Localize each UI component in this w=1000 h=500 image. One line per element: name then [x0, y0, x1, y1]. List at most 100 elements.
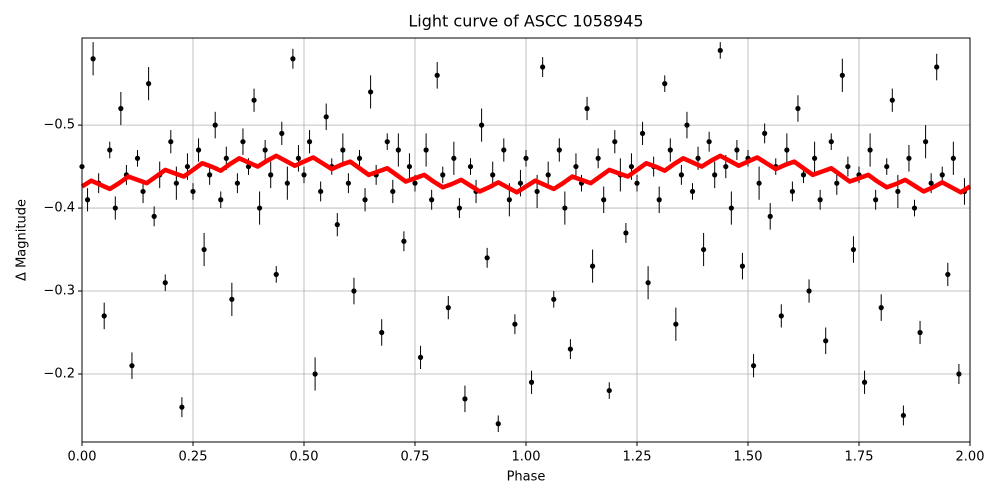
- data-point: [151, 213, 157, 219]
- data-point: [684, 122, 690, 128]
- data-point: [850, 246, 857, 253]
- data-point: [806, 288, 812, 294]
- data-point: [118, 105, 124, 112]
- x-tick-label: 1.50: [734, 450, 763, 465]
- data-point: [701, 246, 707, 253]
- data-point: [406, 163, 413, 170]
- data-point: [628, 163, 635, 170]
- x-tick-label: 1.75: [845, 450, 874, 465]
- x-axis-label: Phase: [507, 470, 546, 485]
- data-point: [689, 188, 696, 195]
- data-point: [823, 338, 829, 344]
- data-point: [434, 72, 440, 78]
- data-point: [146, 81, 152, 87]
- y-tick-label: −0.5: [43, 118, 75, 133]
- y-tick-label: −0.2: [43, 366, 75, 381]
- model-curve: [80, 153, 972, 195]
- data-point: [667, 147, 673, 153]
- data-point: [534, 188, 540, 195]
- data-point: [240, 139, 246, 145]
- data-point: [723, 163, 729, 170]
- data-point: [512, 321, 518, 327]
- data-point: [345, 180, 351, 186]
- data-point: [928, 180, 934, 186]
- data-point: [306, 139, 313, 145]
- y-axis-label: Δ Magnitude: [15, 199, 30, 281]
- data-point: [495, 421, 501, 427]
- x-tick-label: 0.25: [179, 450, 208, 465]
- data-point: [945, 271, 951, 278]
- data-point: [234, 180, 240, 186]
- data-point: [312, 371, 318, 377]
- data-point: [207, 172, 213, 178]
- data-point: [445, 305, 451, 311]
- data-point: [567, 346, 574, 352]
- data-point: [484, 255, 490, 261]
- data-point: [273, 271, 279, 278]
- data-point: [878, 305, 884, 311]
- data-point: [223, 155, 229, 161]
- data-point: [162, 280, 168, 286]
- data-point: [523, 155, 529, 161]
- data-point: [750, 363, 757, 369]
- data-point: [195, 147, 202, 153]
- data-point: [318, 188, 324, 195]
- data-point: [229, 296, 235, 302]
- data-point: [340, 147, 346, 153]
- data-point: [845, 163, 851, 170]
- data-point: [490, 172, 496, 178]
- data-point: [839, 72, 845, 78]
- data-point: [295, 155, 302, 161]
- data-point: [817, 197, 823, 203]
- data-point: [134, 155, 141, 161]
- data-point: [301, 172, 307, 178]
- data-point: [456, 205, 462, 211]
- data-point: [645, 280, 651, 286]
- data-point: [656, 197, 662, 203]
- data-point: [717, 47, 723, 54]
- data-point: [401, 238, 407, 244]
- chart-title: Light curve of ASCC 1058945: [408, 12, 643, 31]
- data-point: [678, 172, 685, 178]
- data-point: [467, 163, 474, 170]
- data-point: [706, 139, 712, 145]
- data-point: [923, 139, 929, 145]
- data-point: [184, 163, 191, 170]
- data-point: [612, 139, 618, 145]
- data-point: [739, 263, 746, 269]
- data-point: [179, 404, 185, 410]
- data-point: [107, 147, 113, 153]
- y-tick-label: −0.4: [43, 201, 75, 216]
- data-point: [595, 155, 601, 161]
- ticks: 0.00 0.25 0.50 0.75 1.00 1.25 1.50 1.75 2.00 −0.5…: [43, 118, 984, 465]
- data-point: [662, 81, 668, 87]
- data-point: [351, 288, 357, 294]
- data-point: [762, 130, 768, 137]
- data-point: [268, 172, 274, 178]
- data-point: [939, 172, 945, 178]
- data-point: [84, 197, 91, 203]
- data-point: [900, 412, 907, 419]
- data-point: [440, 172, 446, 178]
- data-point: [517, 180, 524, 186]
- data-point: [590, 263, 596, 269]
- data-point: [423, 147, 429, 153]
- data-point: [639, 130, 646, 137]
- plot-area: [79, 42, 972, 433]
- data-point: [262, 147, 268, 153]
- y-tick-label: −0.3: [43, 284, 75, 299]
- data-point: [734, 147, 740, 153]
- x-tick-label: 1.25: [623, 450, 652, 465]
- data-point: [812, 155, 818, 161]
- data-point: [334, 222, 340, 228]
- data-point: [417, 354, 424, 360]
- data-point: [384, 139, 390, 145]
- data-point: [479, 122, 485, 128]
- data-point: [861, 379, 868, 385]
- data-point: [284, 180, 290, 186]
- data-point: [712, 172, 718, 178]
- data-point: [934, 64, 940, 70]
- data-point: [873, 197, 879, 203]
- data-point: [828, 139, 834, 145]
